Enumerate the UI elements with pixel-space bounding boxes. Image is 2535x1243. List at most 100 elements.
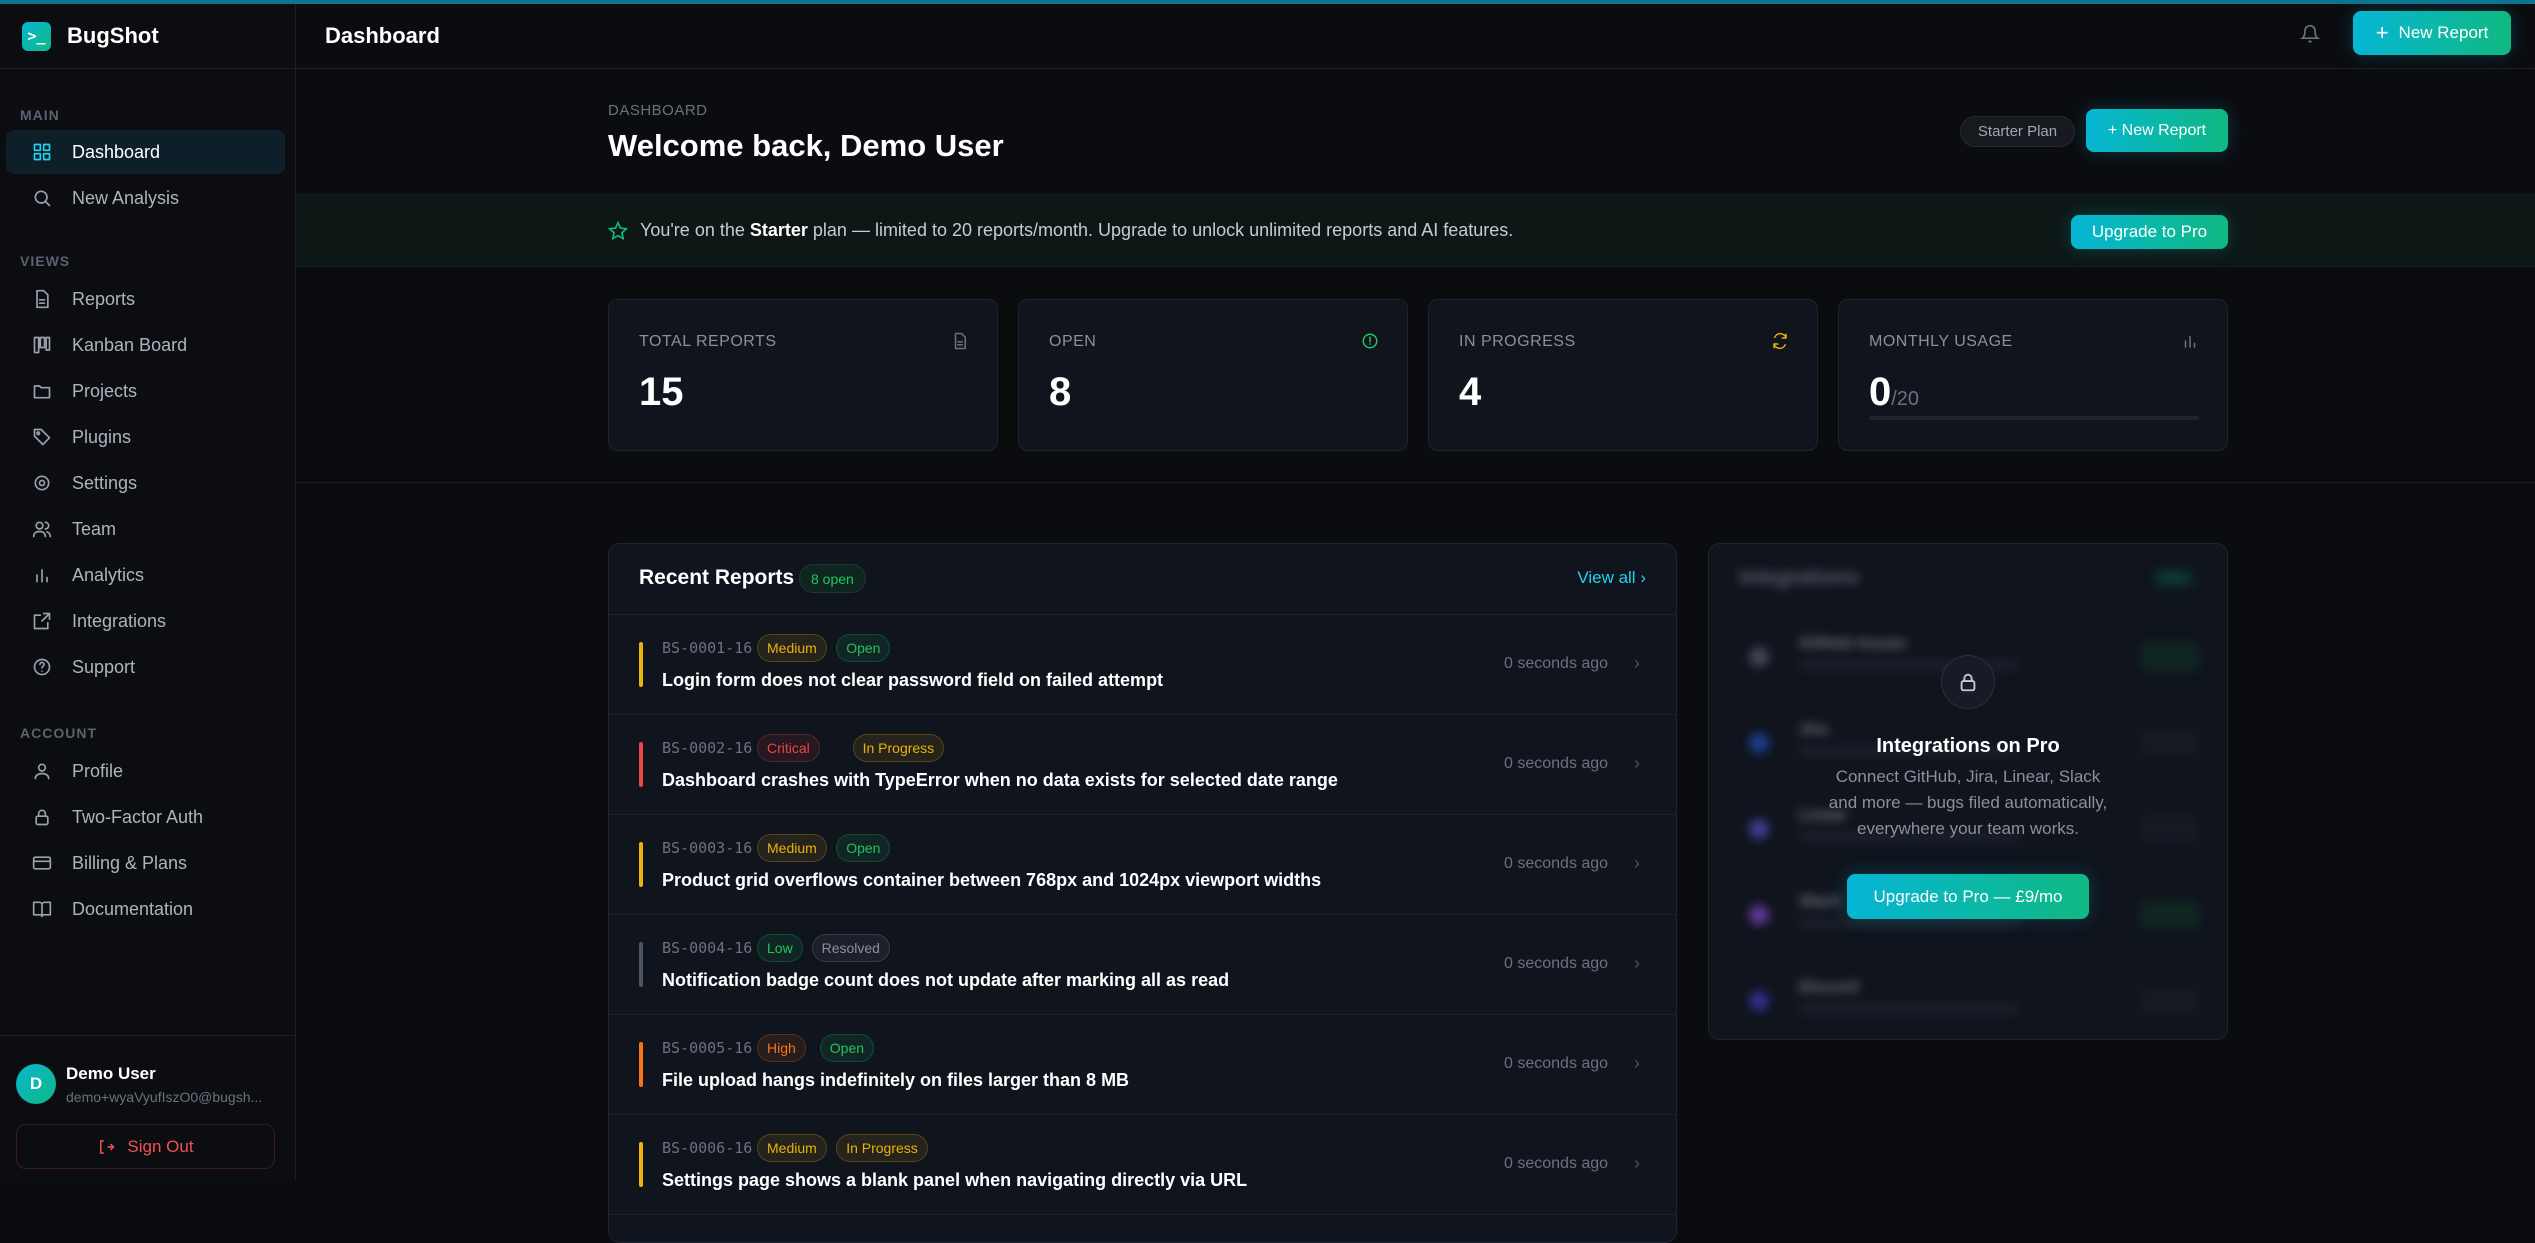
sign-out-button[interactable]: Sign Out	[16, 1124, 275, 1169]
plan-badge: Starter Plan	[1960, 116, 2075, 147]
recent-reports-title: Recent Reports	[639, 566, 795, 589]
report-row[interactable]: BS-0006-16 Medium In Progress Settings p…	[609, 1115, 1676, 1215]
integration-description	[1799, 1005, 2019, 1013]
integration-description	[1799, 919, 2019, 927]
banner-suffix: plan — limited to 20 reports/month. Upgr…	[807, 220, 1514, 240]
sidebar-item-documentation[interactable]: Documentation	[6, 887, 285, 931]
tag-icon	[33, 428, 51, 446]
sidebar-item-profile[interactable]: Profile	[6, 749, 285, 793]
report-id: BS-0004-16	[662, 939, 753, 957]
nav-section-label: VIEWS	[20, 253, 71, 269]
chevron-right-icon: ›	[1634, 1053, 1640, 1073]
file-icon	[954, 332, 966, 350]
sidebar-item-integrations[interactable]: Integrations	[6, 599, 285, 643]
banner-plan: Starter	[749, 220, 808, 240]
severity-indicator	[639, 1142, 643, 1187]
stat-card-open: OPEN 8	[1018, 299, 1408, 451]
report-row[interactable]: BS-0003-16 Medium Open Product grid over…	[609, 815, 1676, 915]
brand[interactable]: >_ BugShot	[0, 4, 295, 69]
view-all-link[interactable]: View all ›	[1577, 568, 1646, 588]
severity-badge: Medium	[757, 834, 827, 862]
recent-reports-panel: Recent Reports 8 open View all › BS-0001…	[608, 543, 1677, 1243]
report-id: BS-0002-16	[662, 739, 753, 757]
sidebar-item-label: Support	[72, 656, 136, 677]
sidebar-item-billing-plans[interactable]: Billing & Plans	[6, 841, 285, 885]
lock-title: Integrations on Pro	[1876, 735, 2060, 757]
credit-card-icon	[32, 856, 52, 870]
report-row[interactable]: BS-0005-16 High Open File upload hangs i…	[609, 1015, 1676, 1115]
sidebar-item-projects[interactable]: Projects	[6, 369, 285, 413]
chevron-right-icon: ›	[1634, 653, 1640, 673]
sidebar-item-label: Team	[72, 518, 117, 539]
report-id: BS-0003-16	[662, 839, 753, 857]
report-row[interactable]: BS-0002-16 Critical In Progress Dashboar…	[609, 715, 1676, 815]
sidebar-item-support[interactable]: Support	[6, 645, 285, 689]
bar-chart-icon	[36, 569, 48, 583]
report-title: File upload hangs indefinitely on files …	[662, 1070, 1130, 1090]
stat-label: OPEN	[1049, 333, 1097, 350]
stat-label: TOTAL REPORTS	[639, 333, 777, 350]
sidebar-item-settings[interactable]: Settings	[6, 461, 285, 505]
sidebar-item-kanban-board[interactable]: Kanban Board	[6, 323, 285, 367]
pro-badge: PRO	[2150, 566, 2197, 590]
stat-label: MONTHLY USAGE	[1869, 333, 2013, 350]
sign-out-label: Sign Out	[127, 1136, 194, 1156]
report-id: BS-0005-16	[662, 1039, 753, 1057]
integration-item: Linear	[1739, 801, 2199, 861]
sidebar: >_ BugShot MAIN Dashboard New Analysis VIEW…	[0, 4, 296, 1180]
header-new-report-button[interactable]: + New Report	[2353, 11, 2511, 55]
search-icon	[34, 190, 51, 207]
new-report-label: New Report	[2398, 23, 2489, 42]
severity-badge: High	[757, 1034, 806, 1062]
severity-indicator	[639, 642, 643, 687]
sidebar-item-plugins[interactable]: Plugins	[6, 415, 285, 459]
sidebar-item-new-analysis[interactable]: New Analysis	[6, 176, 285, 220]
app-name: BugShot	[67, 23, 159, 48]
upgrade-pro-price-button[interactable]: Upgrade to Pro — £9/mo	[1847, 874, 2089, 919]
sidebar-item-dashboard[interactable]: Dashboard	[6, 130, 285, 174]
sidebar-item-reports[interactable]: Reports	[6, 277, 285, 321]
sidebar-item-label: Two-Factor Auth	[72, 806, 204, 827]
sidebar-item-label: Profile	[72, 760, 124, 781]
sidebar-item-label: Plugins	[72, 426, 132, 447]
external-link-icon	[33, 612, 51, 630]
page-title: Welcome back, Demo User	[608, 128, 1004, 163]
sidebar-item-label: Settings	[72, 472, 138, 493]
integration-logo-icon	[1749, 733, 1769, 753]
integration-description	[1799, 833, 2019, 841]
lock-icon	[1941, 655, 1995, 709]
severity-indicator	[639, 1042, 643, 1087]
avatar[interactable]: D	[16, 1064, 56, 1104]
upgrade-to-pro-button[interactable]: Upgrade to Pro	[2071, 215, 2228, 249]
report-time: 0 seconds ago	[1504, 955, 1609, 972]
status-badge: In Progress	[852, 734, 945, 762]
report-id: BS-0006-16	[662, 1139, 753, 1157]
report-row[interactable]: BS-0001-16 Medium Open Login form does n…	[609, 615, 1676, 715]
integration-description	[1799, 661, 2019, 669]
lock-icon	[35, 809, 49, 826]
stat-card-monthly-usage: MONTHLY USAGE 0/20	[1838, 299, 2228, 451]
integration-status	[2139, 987, 2199, 1015]
report-row[interactable]: BS-0004-16 Low Resolved Notification bad…	[609, 915, 1676, 1015]
new-report-button[interactable]: + New Report	[2086, 109, 2228, 152]
integration-description	[1799, 747, 2019, 755]
bell-icon[interactable]	[2300, 24, 2320, 44]
integration-logo-icon	[1749, 905, 1769, 925]
stat-number: 15	[639, 370, 684, 414]
user-email: demo+wyaVyufIszO0@bugsh...	[66, 1089, 263, 1105]
sidebar-item-two-factor-auth[interactable]: Two-Factor Auth	[6, 795, 285, 839]
plus-icon: +	[2375, 20, 2389, 45]
stat-value: 15	[639, 370, 684, 415]
breadcrumb: DASHBOARD	[608, 102, 708, 119]
stat-card-in-progress: IN PROGRESS 4	[1428, 299, 1818, 451]
sidebar-item-analytics[interactable]: Analytics	[6, 553, 285, 597]
integration-name: Linear	[1799, 807, 1848, 824]
integration-status	[2139, 729, 2199, 757]
status-badge: Open	[836, 834, 891, 862]
integration-item: Discord	[1739, 973, 2199, 1033]
sidebar-item-team[interactable]: Team	[6, 507, 285, 551]
severity-indicator	[639, 942, 643, 987]
integration-name: GitHub Issues	[1799, 635, 1907, 652]
open-count-badge: 8 open	[799, 564, 866, 593]
status-badge: Resolved	[811, 934, 890, 962]
